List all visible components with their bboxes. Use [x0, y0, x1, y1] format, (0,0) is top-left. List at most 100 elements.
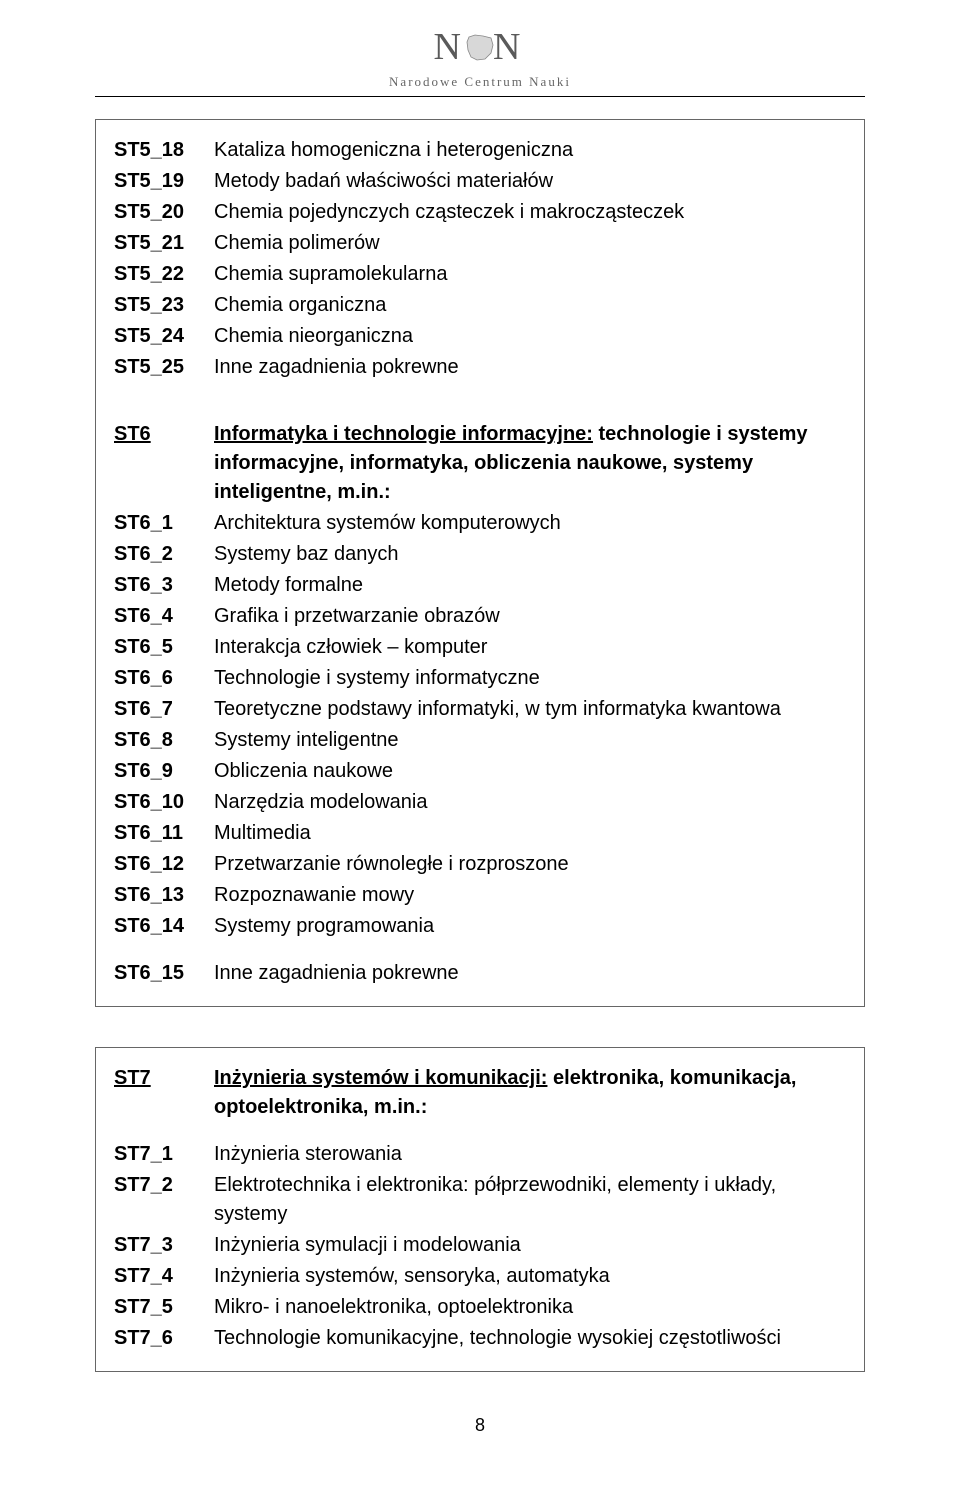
- list-item: ST6_13Rozpoznawanie mowy: [114, 881, 846, 910]
- item-desc: Chemia supramolekularna: [214, 260, 846, 289]
- list-item: ST6_7Teoretyczne podstawy informatyki, w…: [114, 695, 846, 724]
- list-item: ST6_9Obliczenia naukowe: [114, 757, 846, 786]
- header-logo: NN Narodowe Centrum Nauki: [95, 20, 865, 92]
- logo-subtitle: Narodowe Centrum Nauki: [95, 73, 865, 92]
- item-code: ST5_20: [114, 198, 214, 227]
- item-desc: Chemia nieorganiczna: [214, 322, 846, 351]
- item-desc: Interakcja człowiek – komputer: [214, 633, 846, 662]
- item-code: ST6_2: [114, 540, 214, 569]
- list-item: ST6_11Multimedia: [114, 819, 846, 848]
- item-desc: Multimedia: [214, 819, 846, 848]
- item-code: ST5_24: [114, 322, 214, 351]
- list-item: ST5_22Chemia supramolekularna: [114, 260, 846, 289]
- page-number: 8: [95, 1412, 865, 1438]
- item-code: ST6_10: [114, 788, 214, 817]
- item-desc: Technologie komunikacyjne, technologie w…: [214, 1324, 846, 1353]
- item-code: ST6_1: [114, 509, 214, 538]
- item-desc: Inżynieria sterowania: [214, 1140, 846, 1169]
- item-desc: Systemy programowania: [214, 912, 846, 941]
- item-code: ST7_4: [114, 1262, 214, 1291]
- item-desc: Mikro- i nanoelektronika, optoelektronik…: [214, 1293, 846, 1322]
- list-item: ST5_25Inne zagadnienia pokrewne: [114, 353, 846, 382]
- item-desc: Systemy inteligentne: [214, 726, 846, 755]
- section-box-1: ST5_18Kataliza homogeniczna i heterogeni…: [95, 119, 865, 1007]
- item-desc: Systemy baz danych: [214, 540, 846, 569]
- item-desc: Inne zagadnienia pokrewne: [214, 353, 846, 382]
- page: NN Narodowe Centrum Nauki ST5_18Kataliza…: [0, 0, 960, 1478]
- list-item: ST6_15Inne zagadnienia pokrewne: [114, 959, 846, 988]
- list-item: ST6_2Systemy baz danych: [114, 540, 846, 569]
- list-item: ST6_1Architektura systemów komputerowych: [114, 509, 846, 538]
- heading-code: ST6: [114, 420, 214, 449]
- section-heading-st6: ST6 Informatyka i technologie informacyj…: [114, 420, 846, 507]
- list-item: ST6_14Systemy programowania: [114, 912, 846, 941]
- item-desc: Inżynieria systemów, sensoryka, automaty…: [214, 1262, 846, 1291]
- list-item: ST6_5Interakcja człowiek – komputer: [114, 633, 846, 662]
- heading-desc: Inżynieria systemów i komunikacji: elekt…: [214, 1064, 846, 1122]
- item-code: ST6_4: [114, 602, 214, 631]
- heading-code: ST7: [114, 1064, 214, 1093]
- item-desc: Elektrotechnika i elektronika: półprzewo…: [214, 1171, 846, 1229]
- item-desc: Chemia organiczna: [214, 291, 846, 320]
- list-item: ST5_23Chemia organiczna: [114, 291, 846, 320]
- item-code: ST7_5: [114, 1293, 214, 1322]
- list-item: ST7_1Inżynieria sterowania: [114, 1140, 846, 1169]
- item-code: ST7_2: [114, 1171, 214, 1200]
- list-item: ST5_24Chemia nieorganiczna: [114, 322, 846, 351]
- item-code: ST6_13: [114, 881, 214, 910]
- item-desc: Teoretyczne podstawy informatyki, w tym …: [214, 695, 846, 724]
- item-code: ST5_23: [114, 291, 214, 320]
- item-desc: Grafika i przetwarzanie obrazów: [214, 602, 846, 631]
- item-code: ST6_15: [114, 959, 214, 988]
- list-item: ST5_20Chemia pojedynczych cząsteczek i m…: [114, 198, 846, 227]
- list-item: ST7_4Inżynieria systemów, sensoryka, aut…: [114, 1262, 846, 1291]
- item-desc: Inne zagadnienia pokrewne: [214, 959, 846, 988]
- item-desc: Rozpoznawanie mowy: [214, 881, 846, 910]
- logo-letters: NN: [434, 20, 527, 75]
- item-desc: Inżynieria symulacji i modelowania: [214, 1231, 846, 1260]
- item-code: ST5_19: [114, 167, 214, 196]
- list-item: ST5_18Kataliza homogeniczna i heterogeni…: [114, 136, 846, 165]
- item-code: ST6_11: [114, 819, 214, 848]
- header-rule: [95, 96, 865, 97]
- item-code: ST6_8: [114, 726, 214, 755]
- item-desc: Metody badań właściwości materiałów: [214, 167, 846, 196]
- list-item: ST6_10Narzędzia modelowania: [114, 788, 846, 817]
- list-item: ST6_12Przetwarzanie równoległe i rozpros…: [114, 850, 846, 879]
- item-desc: Przetwarzanie równoległe i rozproszone: [214, 850, 846, 879]
- item-code: ST7_3: [114, 1231, 214, 1260]
- item-code: ST6_5: [114, 633, 214, 662]
- item-code: ST6_9: [114, 757, 214, 786]
- item-code: ST5_21: [114, 229, 214, 258]
- heading-desc: Informatyka i technologie informacyjne: …: [214, 420, 846, 507]
- item-code: ST6_12: [114, 850, 214, 879]
- poland-map-icon: [463, 33, 497, 63]
- list-item: ST5_21Chemia polimerów: [114, 229, 846, 258]
- item-desc: Architektura systemów komputerowych: [214, 509, 846, 538]
- item-code: ST5_22: [114, 260, 214, 289]
- item-desc: Obliczenia naukowe: [214, 757, 846, 786]
- list-item: ST7_3Inżynieria symulacji i modelowania: [114, 1231, 846, 1260]
- item-desc: Metody formalne: [214, 571, 846, 600]
- list-item: ST6_4Grafika i przetwarzanie obrazów: [114, 602, 846, 631]
- heading-title: Informatyka i technologie informacyjne:: [214, 423, 593, 445]
- item-desc: Chemia polimerów: [214, 229, 846, 258]
- list-item: ST6_6Technologie i systemy informatyczne: [114, 664, 846, 693]
- item-code: ST5_18: [114, 136, 214, 165]
- heading-title: Inżynieria systemów i komunikacji:: [214, 1067, 547, 1089]
- list-item: ST6_8Systemy inteligentne: [114, 726, 846, 755]
- list-item: ST6_3Metody formalne: [114, 571, 846, 600]
- item-code: ST6_3: [114, 571, 214, 600]
- item-desc: Narzędzia modelowania: [214, 788, 846, 817]
- item-code: ST6_6: [114, 664, 214, 693]
- section-box-2: ST7 Inżynieria systemów i komunikacji: e…: [95, 1047, 865, 1372]
- item-code: ST6_14: [114, 912, 214, 941]
- list-item: ST7_6Technologie komunikacyjne, technolo…: [114, 1324, 846, 1353]
- list-item: ST5_19Metody badań właściwości materiałó…: [114, 167, 846, 196]
- item-desc: Kataliza homogeniczna i heterogeniczna: [214, 136, 846, 165]
- item-code: ST7_1: [114, 1140, 214, 1169]
- item-desc: Chemia pojedynczych cząsteczek i makrocz…: [214, 198, 846, 227]
- item-code: ST6_7: [114, 695, 214, 724]
- section-heading-st7: ST7 Inżynieria systemów i komunikacji: e…: [114, 1064, 846, 1122]
- item-code: ST7_6: [114, 1324, 214, 1353]
